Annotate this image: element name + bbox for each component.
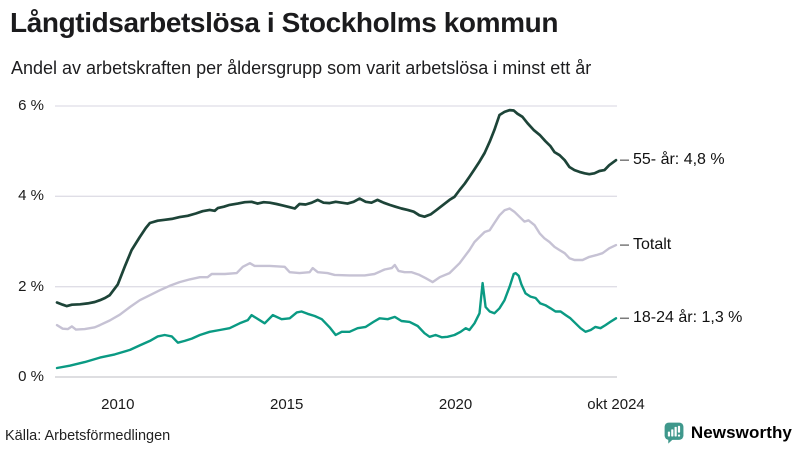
x-tick-label: 2015 — [269, 396, 304, 413]
series-label-18-24-ar: 18-24 år: 1,3 % — [633, 309, 743, 327]
chart-subtitle: Andel av arbetskraften per åldersgrupp s… — [11, 58, 592, 78]
series-line-55-r — [55, 108, 618, 308]
x-tick-label: okt 2024 — [587, 396, 645, 413]
newsworthy-chart-bubble-icon — [664, 422, 684, 444]
chart-title: Långtidsarbetslösa i Stockholms kommun — [10, 7, 559, 38]
series-label-totalt: Totalt — [633, 236, 672, 254]
y-tick-label: 0 % — [18, 368, 44, 385]
y-tick-label: 4 % — [18, 187, 44, 205]
x-tick-label: 2010 — [101, 396, 135, 413]
y-tick-label: 6 % — [18, 97, 44, 114]
x-tick-label: 2020 — [438, 396, 473, 413]
series-label-55-ar: 55- år: 4,8 % — [633, 151, 725, 169]
newsworthy-logo: Newsworthy — [662, 421, 792, 444]
source-attribution: Källa: Arbetsförmedlingen — [5, 428, 171, 444]
y-tick-label: 2 % — [18, 277, 44, 295]
series-line-18-24-r — [55, 271, 618, 370]
newsworthy-brand-label: Newsworthy — [690, 422, 792, 442]
series-line-totalt — [55, 207, 618, 331]
